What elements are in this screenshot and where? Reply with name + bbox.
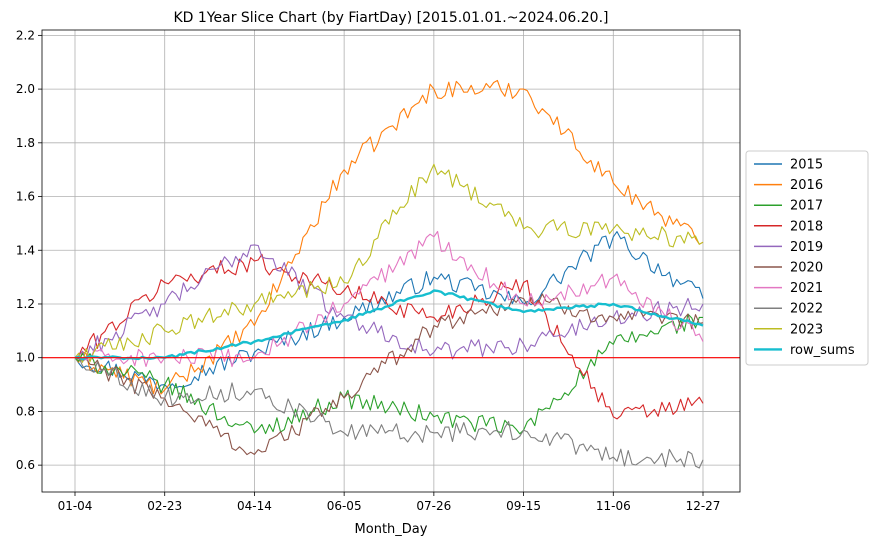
y-tick-label: 1.2 [16, 297, 35, 311]
x-tick-label: 04-14 [237, 499, 272, 513]
legend-label: row_sums [790, 343, 855, 358]
series-line-row_sums [74, 289, 704, 361]
legend-label: 2019 [790, 240, 823, 255]
legend-label: 2022 [790, 302, 823, 317]
y-tick-label: 0.8 [16, 404, 35, 418]
chart-title: KD 1Year Slice Chart (by FiartDay) [2015… [173, 10, 608, 26]
x-tick-label: 02-23 [147, 499, 182, 513]
series-line-2017 [74, 313, 703, 435]
x-tick-label: 11-06 [596, 499, 631, 513]
series-line-2021 [74, 230, 704, 368]
series-line-2019 [74, 244, 704, 361]
y-tick-label: 2.0 [16, 82, 35, 96]
legend-label: 2021 [790, 281, 823, 296]
plot-area: 01-04 02-23 04-14 06-05 07-26 09-15 11-06 12-27… [16, 28, 741, 513]
plot-background [42, 30, 740, 492]
x-tick-label: 06-05 [327, 499, 362, 513]
series-line-2023 [74, 163, 704, 363]
x-tick-label: 07-26 [416, 499, 451, 513]
y-tick-label: 1.8 [16, 136, 35, 150]
series-line-2015 [74, 231, 704, 390]
series-line-2020 [74, 293, 704, 456]
legend-label: 2017 [790, 199, 823, 214]
plot-frame [41, 29, 741, 493]
legend-label: 2023 [790, 322, 823, 337]
y-tick-label: 1.4 [16, 243, 35, 257]
x-tick-label: 09-15 [506, 499, 541, 513]
y-tick-label: 1.6 [16, 190, 35, 204]
legend-label: 2016 [790, 178, 823, 193]
y-tick-label: 2.2 [16, 28, 35, 42]
legend-label: 2018 [790, 219, 823, 234]
x-axis-label: Month_Day [355, 522, 428, 537]
x-tick-label: 12-27 [686, 499, 721, 513]
y-tick-label: 1.0 [16, 351, 35, 365]
x-tick-label: 01-04 [58, 499, 93, 513]
series-line-2016 [74, 79, 704, 395]
legend: 2015 2016 2017 2018 2019 2020 2021 2022 2023 row_… [745, 150, 869, 366]
series-line-2018 [74, 253, 704, 420]
legend-label: 2020 [790, 261, 823, 276]
series-line-2022 [74, 356, 704, 469]
y-tick-label: 0.6 [16, 458, 35, 472]
legend-label: 2015 [790, 158, 823, 173]
